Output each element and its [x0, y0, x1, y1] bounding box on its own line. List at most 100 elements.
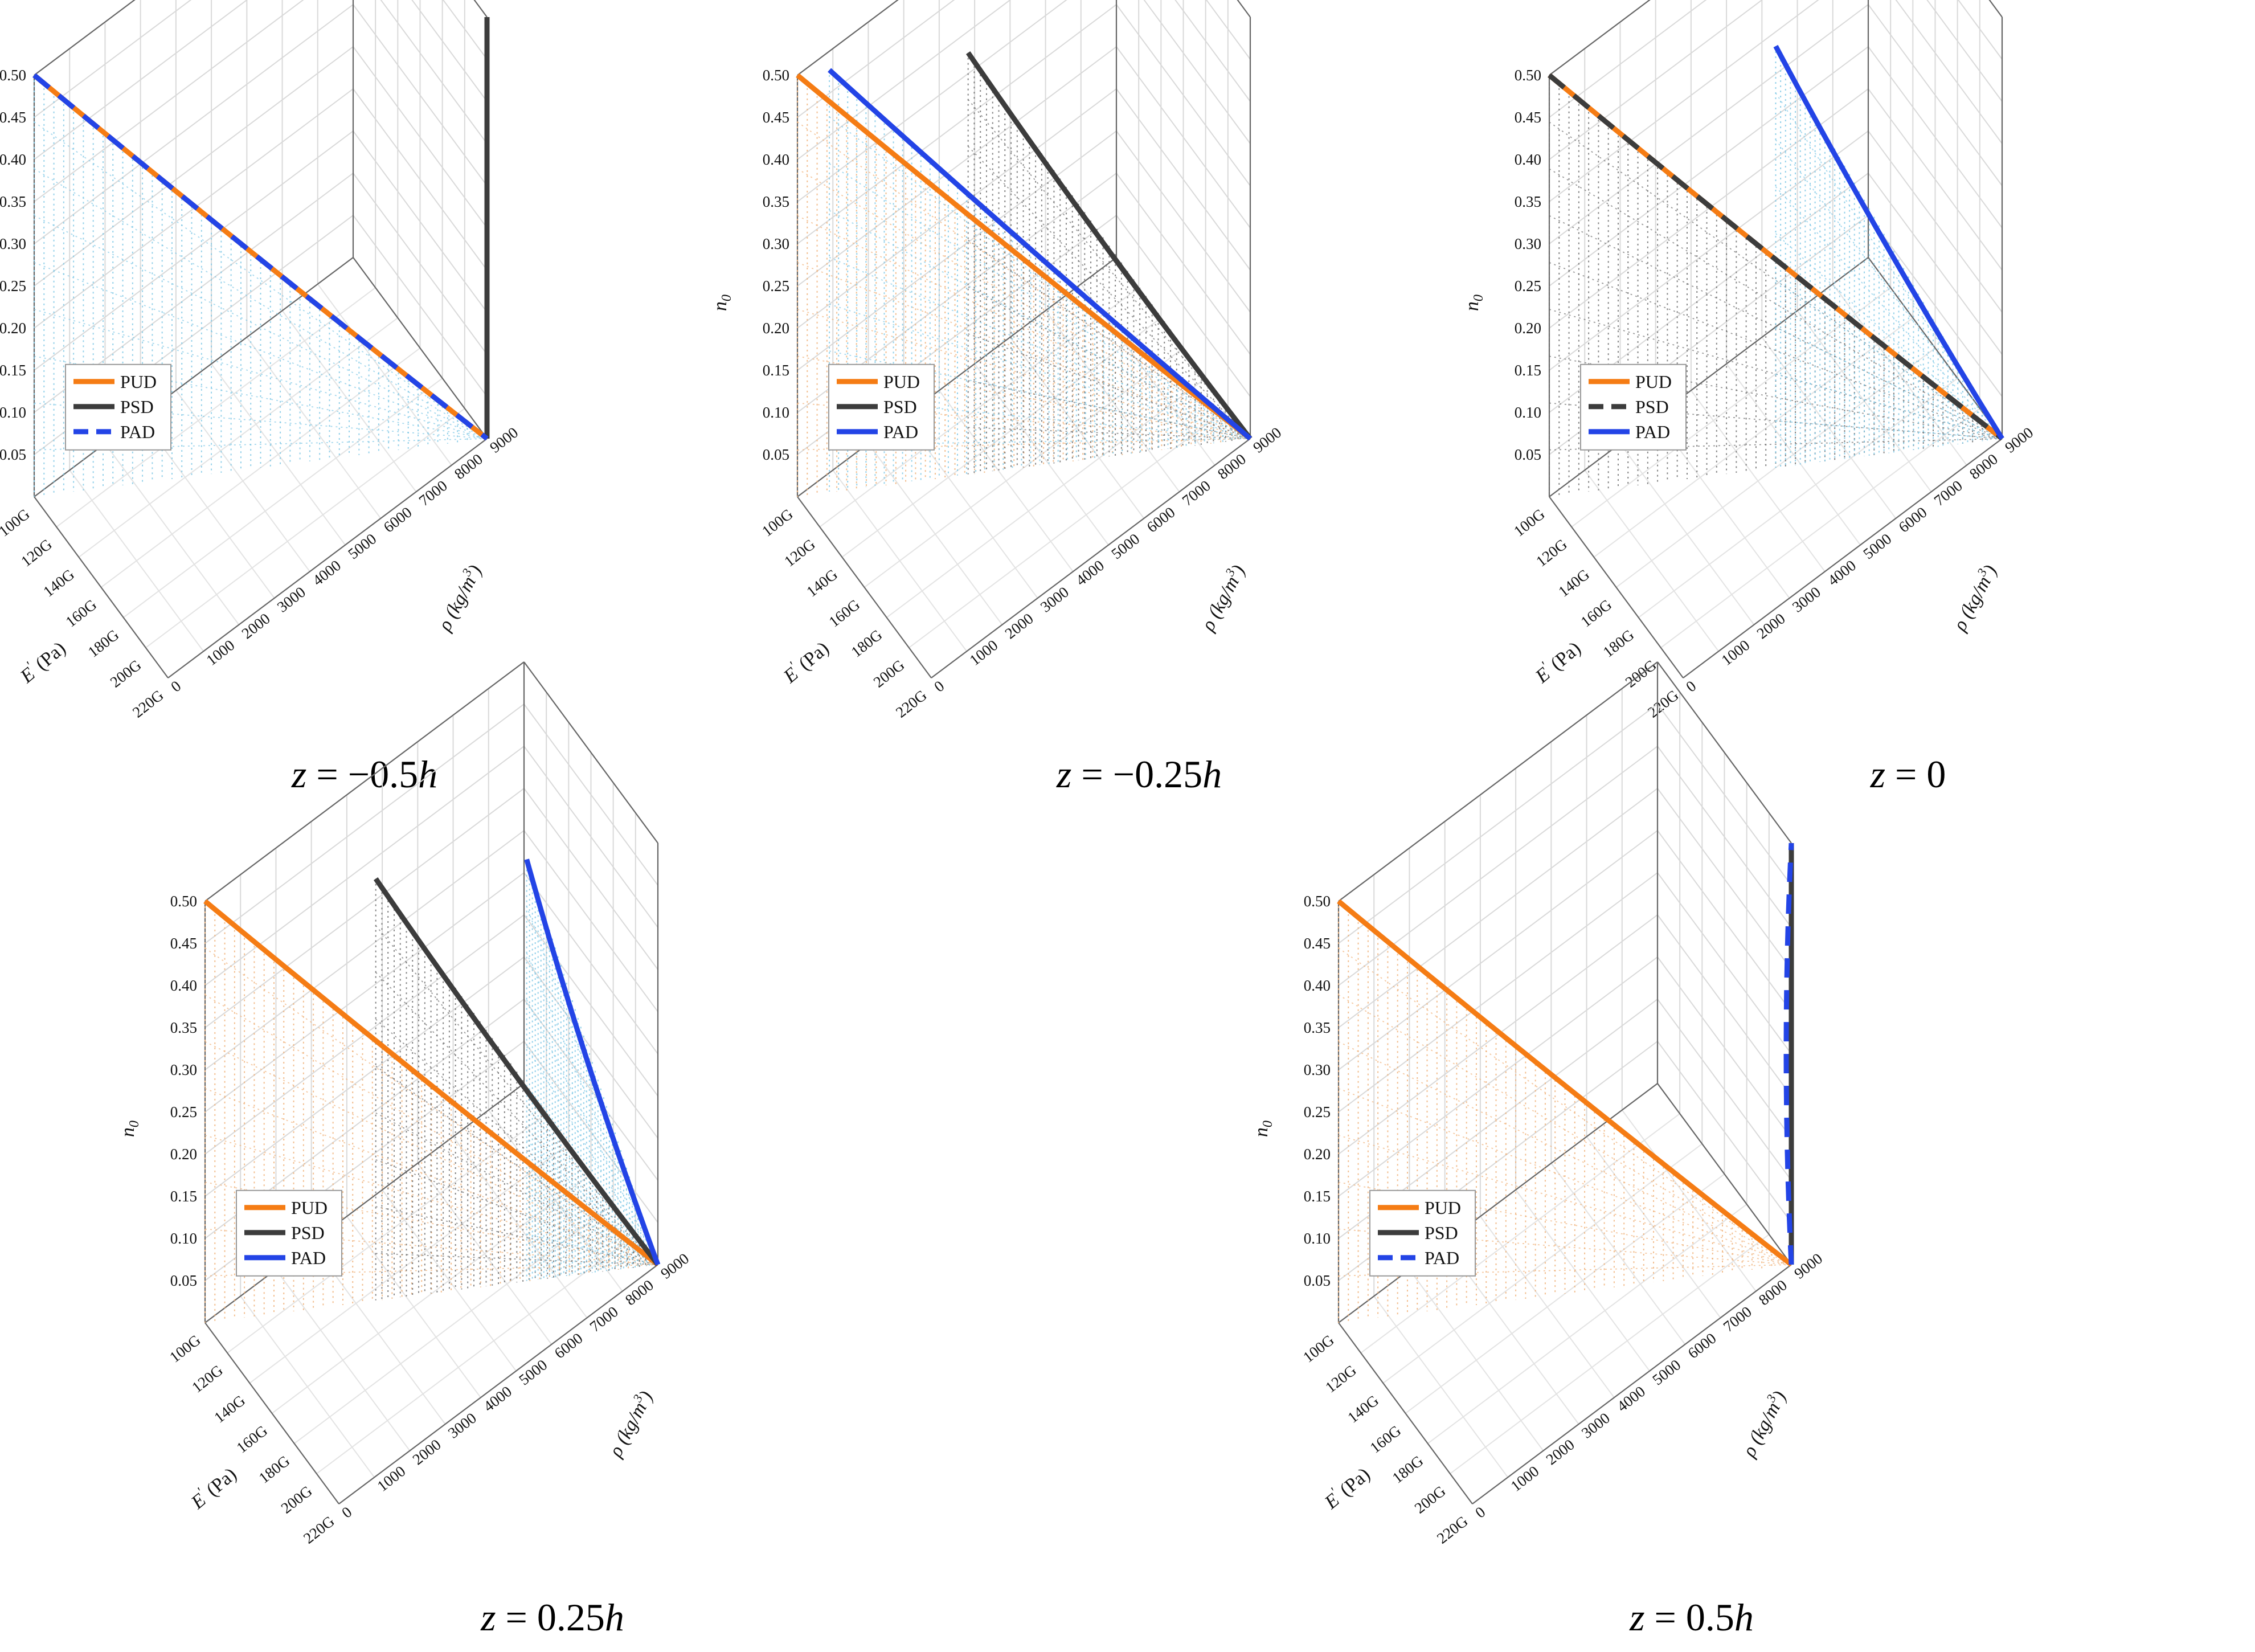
y-tick-label: 8000 [1966, 451, 2001, 483]
x-tick-label: 180G [848, 626, 886, 661]
z-tick-label: 0.35 [763, 193, 789, 210]
surface-meshline [968, 380, 1251, 439]
series-line-pud [203, 899, 660, 1267]
x-tick-label: 120G [189, 1361, 226, 1396]
chart-svg: 0.05 0.10 0.15 0.20 0.25 0.30 0.35 0.40 0.45 0.50… [1462, 0, 2036, 721]
x-tick-label: 120G [1322, 1361, 1360, 1396]
box-edge [1657, 661, 1792, 844]
y-tick-label: 3000 [274, 583, 309, 616]
z-tick-label: 0.50 [0, 67, 26, 84]
surface-meshline [34, 168, 488, 439]
grid-line [841, 317, 1161, 558]
y-tick-label: 0 [338, 1503, 355, 1522]
y-tick-label: 4000 [309, 557, 344, 589]
grid-line [1338, 830, 1658, 1070]
y-tick-label: 0 [931, 677, 947, 696]
y-tick-label: 4000 [1073, 557, 1107, 589]
surface-meshline [375, 1065, 658, 1265]
z-tick-label: 0.30 [763, 235, 789, 252]
x-tick-label: 100G [759, 505, 796, 540]
y-tick-label: 7000 [416, 477, 451, 509]
z-tick-label: 0.35 [1304, 1019, 1331, 1036]
grid-line [1593, 317, 1913, 558]
y-tick-label: 5000 [345, 530, 379, 563]
z-tick-label: 0.25 [170, 1103, 197, 1121]
y-tick-label: 2000 [239, 610, 273, 643]
surface-meshline [375, 972, 658, 1265]
z-tick-label: 0.05 [1304, 1272, 1331, 1289]
z-axis-label-sub: 0 [719, 295, 734, 301]
grid-line [1549, 0, 1819, 202]
caption-eq: = −0.25 [1071, 753, 1203, 796]
surface-meshline [1338, 1228, 1792, 1265]
series-line-pud [1337, 899, 1793, 1267]
x-tick-label: 120G [1533, 535, 1570, 570]
surface-meshline [967, 99, 1251, 439]
z-tick-label: 0.40 [0, 151, 26, 168]
grid-line [1660, 408, 1980, 648]
caption-h: h [1734, 1596, 1754, 1639]
surface-meshline [1338, 994, 1792, 1265]
legend: PUD PSD PAD [1580, 363, 1687, 451]
panel-z-minus-0.25h: 0.05 0.10 0.15 0.20 0.25 0.30 0.35 0.40 0.45 0.50… [710, 0, 1504, 826]
grid-line [204, 830, 525, 1070]
y-tick-label: 3000 [1578, 1409, 1613, 1442]
y-tick-label: 5000 [515, 1356, 550, 1389]
legend-label-pad: PAD [1425, 1248, 1459, 1268]
surface-meshline [1775, 186, 2003, 439]
e-axis-line [1549, 496, 1684, 678]
z-tick-label: 0.05 [0, 446, 26, 463]
z-tick-label: 0.05 [763, 446, 789, 463]
legend: PUD PSD PAD [65, 363, 171, 451]
grid-line [1638, 378, 1958, 618]
grid-line [1338, 872, 1658, 1113]
y-tick-label: 8000 [622, 1277, 657, 1309]
y-axis-label: ρ (kg/m3) [431, 561, 486, 635]
caption-var: z [1056, 753, 1072, 796]
e-axis-line [34, 496, 169, 678]
z-tick-label: 0.45 [1515, 109, 1541, 126]
caption-h: h [418, 753, 438, 796]
panel-z-0: 0.05 0.10 0.15 0.20 0.25 0.30 0.35 0.40 0.45 0.50… [1462, 0, 2255, 826]
grid-line [34, 0, 136, 76]
x-tick-label: 100G [166, 1331, 204, 1366]
x-tick-label: 140G [803, 566, 841, 600]
caption-eq: = 0.25 [496, 1596, 605, 1639]
surface-meshline [1775, 420, 2003, 439]
z-axis-label-sub: 0 [1471, 295, 1486, 301]
z-tick-label: 0.30 [1304, 1061, 1331, 1078]
surface-meshline [375, 1206, 658, 1265]
box-edge [34, 257, 354, 497]
z-tick-label: 0.25 [1515, 277, 1541, 295]
y-tick-label: 4000 [1824, 557, 1859, 589]
z-tick-label: 0.25 [763, 277, 789, 295]
x-tick-label: 180G [85, 626, 122, 661]
z-tick-label: 0.20 [763, 320, 789, 337]
z-tick-label: 0.50 [763, 67, 789, 84]
box-edge [1338, 661, 1658, 902]
series-line-pad [1783, 843, 1794, 1265]
caption-h: h [604, 1596, 624, 1639]
box-edge [204, 661, 525, 902]
box-edge [523, 661, 658, 844]
surface-meshline [968, 146, 1251, 439]
z-tick-label: 0.15 [170, 1188, 197, 1205]
x-tick-label: 200G [278, 1482, 316, 1517]
grid-line [1338, 704, 1658, 944]
z-tick-label: 0.10 [0, 404, 26, 421]
y-tick-label: 6000 [1144, 504, 1178, 536]
surface-meshline [1549, 438, 2003, 451]
surface-meshline [375, 925, 658, 1265]
grid-line [1338, 956, 1658, 1197]
z-tick-label: 0.20 [1304, 1146, 1331, 1163]
series-group [1548, 44, 2004, 441]
z-axis-label: n0 [710, 295, 734, 311]
z-tick-label: 0.50 [1304, 893, 1331, 910]
legend: PUD PSD PAD [1369, 1189, 1476, 1277]
surface-meshline [375, 1019, 658, 1265]
z-tick-label: 0.05 [170, 1272, 197, 1289]
y-axis-label: ρ (kg/m3) [602, 1387, 657, 1461]
y-tick-label: 6000 [380, 504, 415, 536]
e-axis-line [1338, 1322, 1473, 1504]
